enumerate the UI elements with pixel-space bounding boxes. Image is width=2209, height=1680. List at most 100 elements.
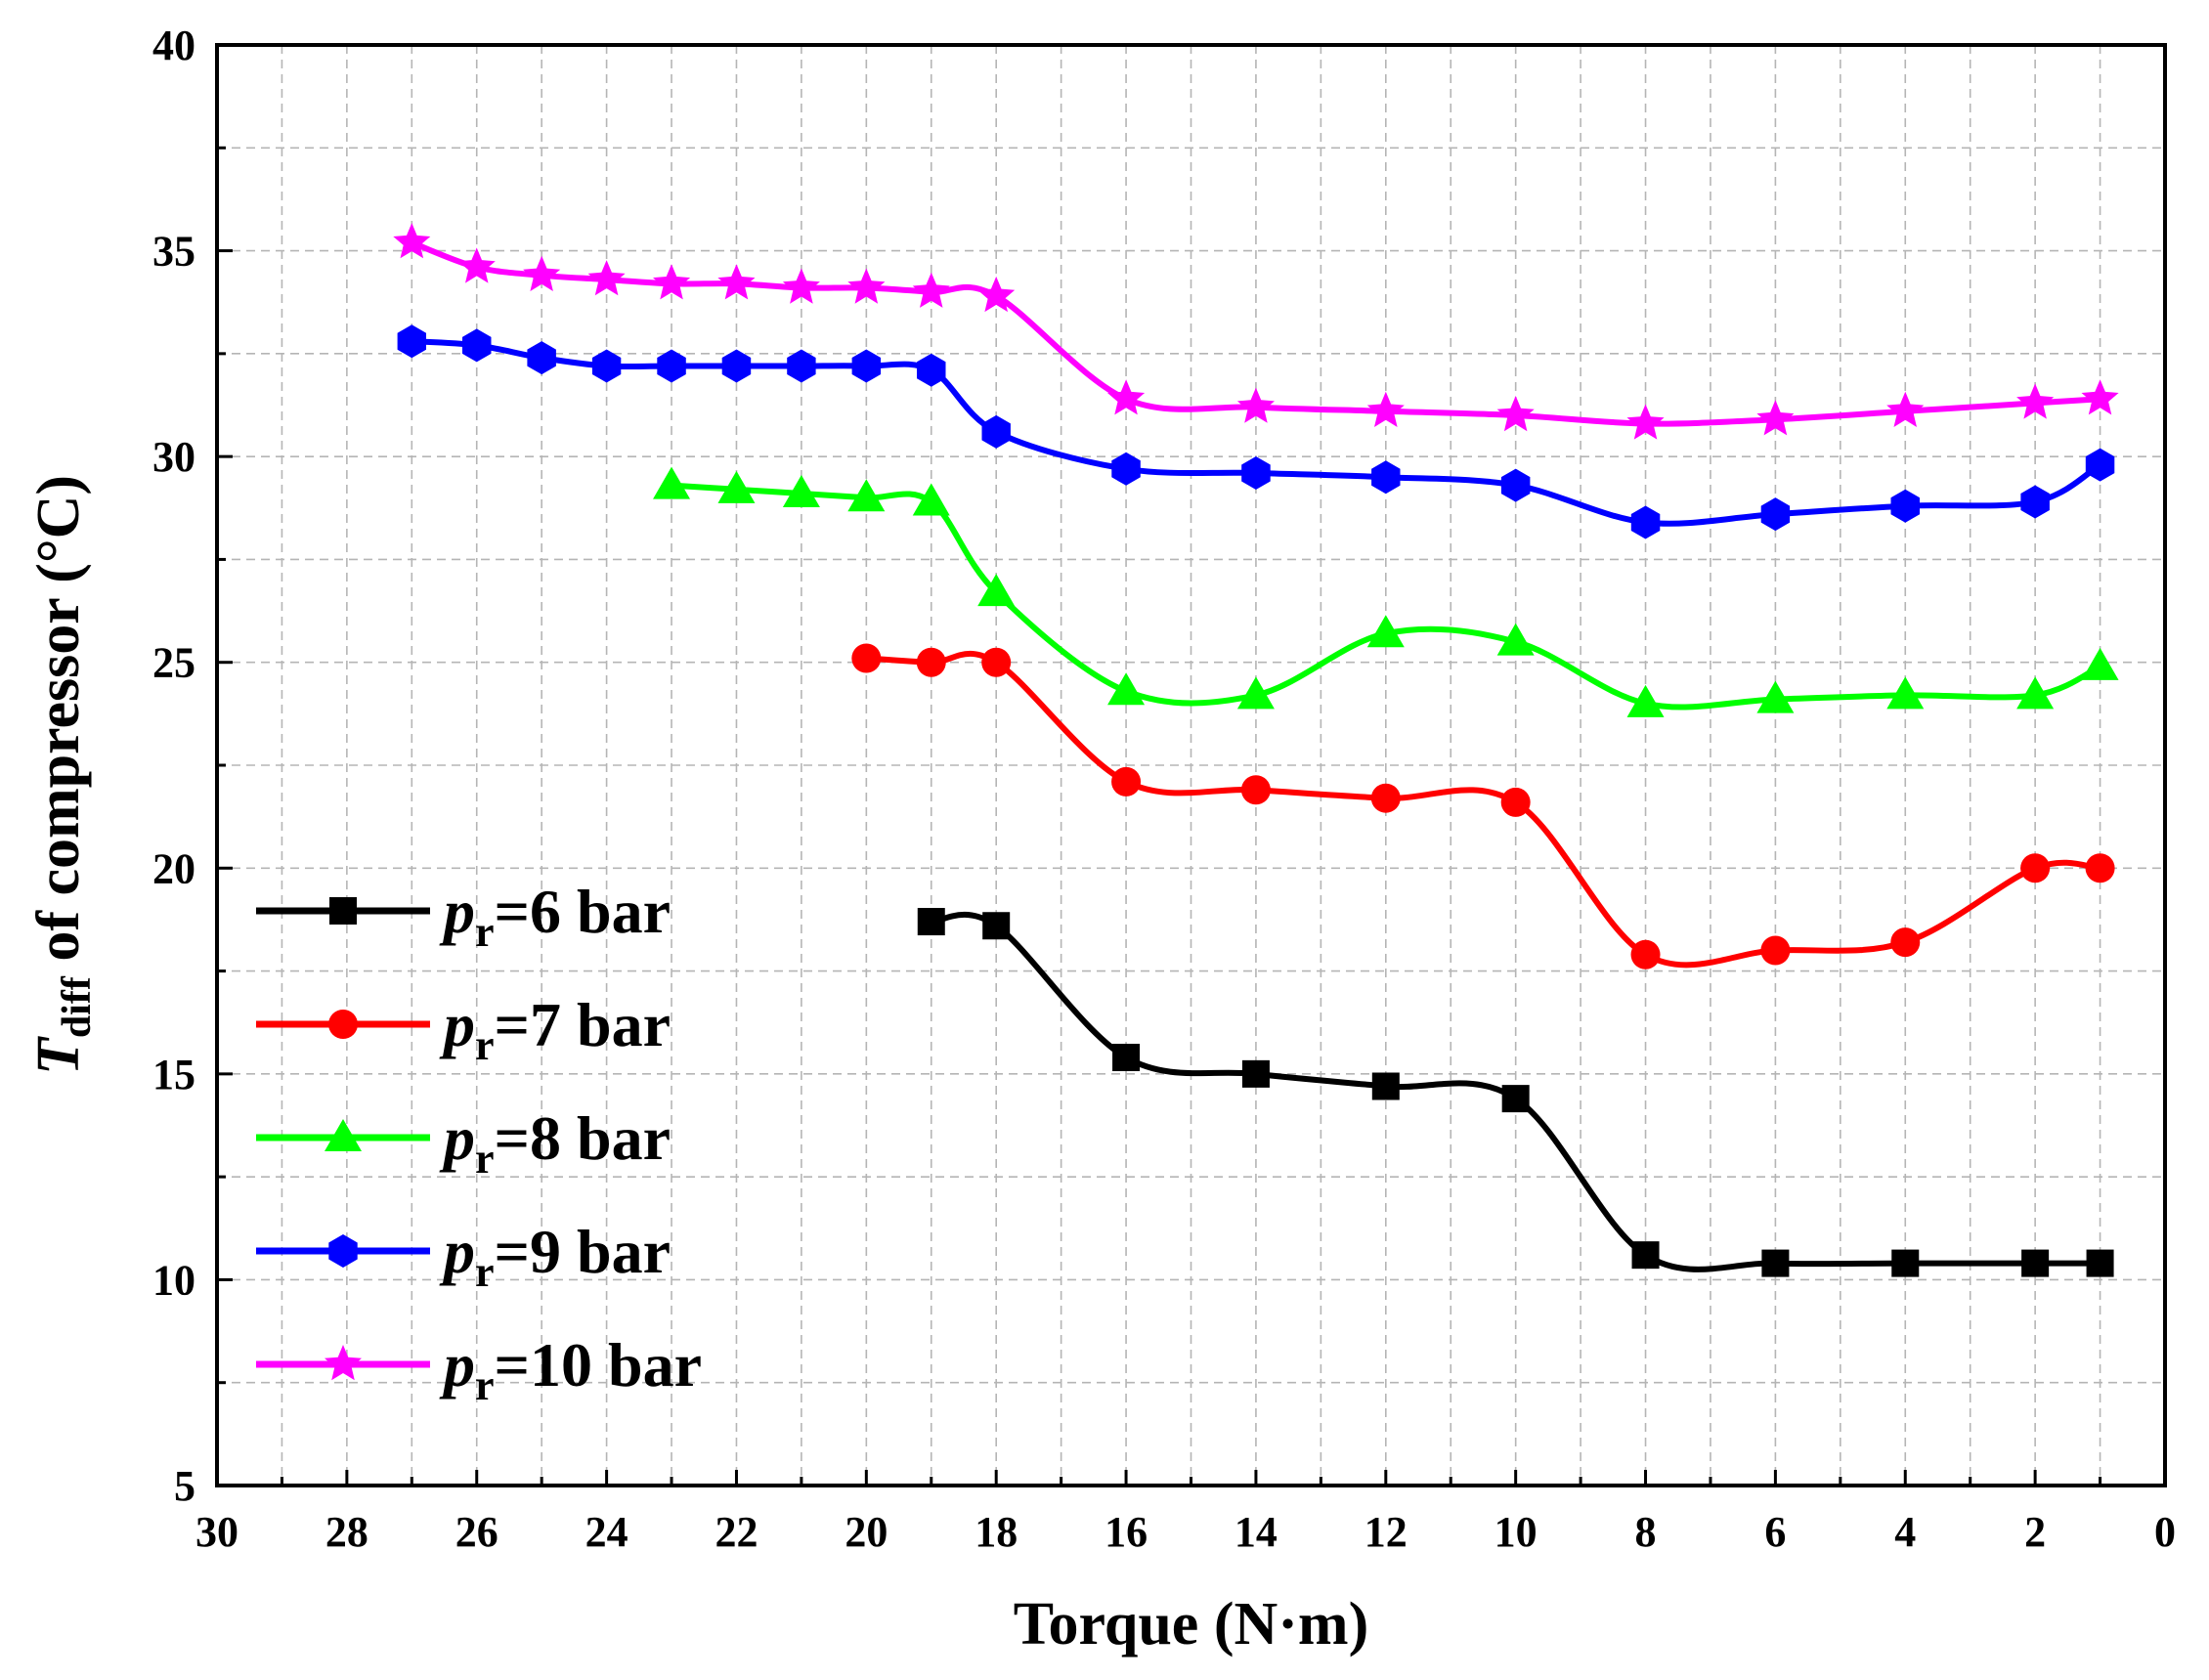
legend-item: pr=8 bar bbox=[256, 1103, 671, 1183]
data-point bbox=[1500, 468, 1531, 502]
data-point bbox=[912, 483, 950, 516]
data-point bbox=[717, 264, 756, 300]
legend-symbol: p bbox=[439, 1103, 475, 1173]
legend-value: =8 bar bbox=[495, 1103, 671, 1173]
data-point bbox=[2085, 853, 2115, 883]
data-point bbox=[1626, 404, 1665, 440]
data-point bbox=[1501, 1085, 1530, 1113]
ticks-layer bbox=[215, 43, 2167, 1487]
data-point bbox=[1240, 775, 1271, 805]
data-point bbox=[1366, 615, 1405, 648]
data-point bbox=[653, 264, 691, 300]
y-axis-text: of compressor (°C) bbox=[25, 475, 92, 976]
data-point bbox=[2020, 485, 2050, 519]
data-point bbox=[787, 349, 816, 383]
data-point bbox=[1631, 1241, 1660, 1270]
y-tick-label: 5 bbox=[174, 1462, 195, 1510]
data-point bbox=[1366, 391, 1405, 427]
legend-value: =6 bar bbox=[495, 877, 671, 946]
legend-subscript: r bbox=[475, 1135, 495, 1183]
data-point bbox=[587, 260, 626, 296]
legend-marker bbox=[328, 1234, 358, 1268]
data-point bbox=[1630, 939, 1661, 969]
data-point bbox=[1371, 1072, 1400, 1100]
data-point bbox=[1890, 489, 1920, 523]
y-tick-label: 35 bbox=[152, 228, 195, 276]
legend-subscript: r bbox=[475, 1021, 495, 1069]
data-point bbox=[1111, 766, 1142, 797]
data-point bbox=[2086, 1249, 2114, 1277]
data-point bbox=[1236, 387, 1275, 423]
legend-subscript: r bbox=[475, 1248, 495, 1296]
legend-label: pr=8 bar bbox=[439, 1103, 671, 1183]
data-point bbox=[1370, 783, 1401, 813]
data-point bbox=[2016, 383, 2055, 419]
data-point bbox=[1496, 396, 1535, 432]
data-point bbox=[1500, 787, 1531, 817]
y-axis-symbol: T bbox=[25, 1036, 92, 1075]
data-point bbox=[1107, 379, 1146, 415]
data-point bbox=[1760, 935, 1791, 966]
y-tick-label: 25 bbox=[152, 639, 195, 687]
legend-value: =7 bar bbox=[495, 990, 671, 1059]
legend-label: pr=10 bar bbox=[439, 1330, 702, 1409]
legend-item: pr=9 bar bbox=[256, 1217, 671, 1296]
markers-layer bbox=[393, 223, 2119, 1277]
data-point bbox=[1761, 1249, 1790, 1277]
data-point bbox=[2020, 853, 2051, 883]
y-tick-labels: 5 10 15 20 25 30 35 40 bbox=[152, 22, 195, 1510]
x-tick-label: 28 bbox=[325, 1508, 368, 1556]
data-point bbox=[916, 647, 946, 677]
data-point bbox=[457, 247, 496, 283]
x-tick-label: 12 bbox=[1364, 1508, 1408, 1556]
x-tick-label: 30 bbox=[195, 1508, 238, 1556]
data-point bbox=[1107, 672, 1146, 706]
data-point bbox=[397, 324, 426, 359]
y-tick-label: 30 bbox=[152, 433, 195, 481]
x-tick-labels: 30 28 26 24 22 20 18 16 14 12 10 8 6 4 2 0 bbox=[195, 1508, 2176, 1556]
data-point bbox=[523, 255, 561, 291]
data-point bbox=[1630, 505, 1661, 539]
x-tick-label: 20 bbox=[845, 1508, 888, 1556]
x-tick-label: 6 bbox=[1764, 1508, 1786, 1556]
x-tick-label: 26 bbox=[455, 1508, 498, 1556]
x-tick-label: 14 bbox=[1234, 1508, 1278, 1556]
data-point bbox=[393, 223, 431, 259]
data-point bbox=[2085, 448, 2115, 482]
data-point bbox=[847, 479, 886, 512]
legend-symbol: p bbox=[439, 877, 475, 946]
legend-marker bbox=[325, 1345, 362, 1381]
data-point bbox=[1241, 456, 1271, 490]
legend-value: =9 bar bbox=[495, 1217, 671, 1286]
data-point bbox=[1756, 400, 1795, 436]
data-point bbox=[1886, 676, 1925, 710]
legend-symbol: p bbox=[439, 1217, 475, 1286]
y-axis-title: Tdiff of compressor (°C) bbox=[25, 475, 100, 1075]
data-point bbox=[1886, 391, 1925, 427]
legend-marker bbox=[329, 897, 357, 925]
x-tick-label: 22 bbox=[715, 1508, 758, 1556]
y-tick-label: 40 bbox=[152, 22, 195, 69]
x-tick-label: 4 bbox=[1894, 1508, 1916, 1556]
data-point bbox=[977, 276, 1016, 313]
data-point bbox=[1756, 680, 1795, 713]
data-point bbox=[653, 466, 691, 499]
x-tick-label: 24 bbox=[585, 1508, 628, 1556]
legend-item: pr=10 bar bbox=[256, 1330, 702, 1409]
y-tick-label: 20 bbox=[152, 844, 195, 892]
data-point bbox=[2081, 647, 2119, 680]
data-point bbox=[1626, 684, 1665, 717]
data-point bbox=[462, 328, 492, 363]
x-tick-label: 8 bbox=[1635, 1508, 1657, 1556]
y-axis-subscript: diff bbox=[55, 975, 100, 1038]
data-point bbox=[717, 470, 756, 503]
y-tick-label: 10 bbox=[152, 1256, 195, 1304]
data-point bbox=[1890, 927, 1921, 958]
data-point bbox=[851, 643, 882, 673]
legend-symbol: p bbox=[439, 990, 475, 1059]
x-tick-label: 18 bbox=[975, 1508, 1018, 1556]
data-point bbox=[1111, 452, 1141, 486]
data-point bbox=[527, 341, 556, 375]
